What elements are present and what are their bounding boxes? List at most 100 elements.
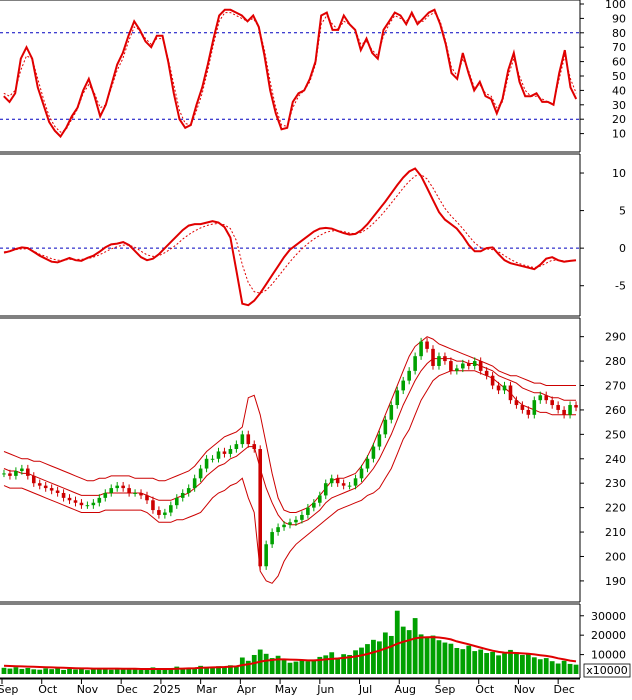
candle-body: [359, 468, 364, 479]
volume-bar: [454, 647, 460, 674]
candle-body: [20, 468, 24, 471]
volume-bar: [204, 667, 209, 674]
pane-0-tick-label: 40: [612, 84, 626, 97]
volume-bar: [263, 653, 269, 674]
volume-bar: [228, 665, 233, 674]
candle-body: [288, 522, 292, 525]
volume-bar: [132, 669, 138, 674]
volume-bar: [61, 669, 66, 674]
candle-body: [258, 449, 262, 567]
candle-body: [365, 458, 370, 469]
volume-bar: [382, 632, 388, 674]
volume-bar: [359, 647, 364, 674]
x-axis-month-label: May: [275, 683, 298, 696]
volume-bar: [412, 618, 418, 674]
candle-body: [294, 519, 298, 523]
volume-bar: [126, 668, 132, 674]
candle-body: [186, 488, 191, 493]
volume-bar: [323, 655, 329, 674]
momentum-main-line: [3, 167, 577, 307]
candle-body: [198, 468, 203, 479]
volume-bar: [144, 669, 150, 674]
volume-bar: [525, 653, 531, 674]
candle-body: [407, 370, 411, 381]
candle-body: [127, 488, 131, 493]
pane-1-tick-label: 5: [619, 205, 626, 218]
pane-0-tick-label: 50: [612, 70, 626, 83]
volume-bar: [299, 660, 305, 674]
volume-bar: [329, 652, 335, 674]
x-axis: Sep Oct Nov Dec 2025 Mar Apr May Jun Jul Aug Sep Oct…: [0, 678, 580, 696]
candle-body: [14, 470, 18, 476]
volume-bar: [478, 649, 484, 674]
candle-body: [121, 485, 125, 489]
volume-bar: [55, 667, 60, 674]
candle-body: [61, 492, 66, 498]
volume-bar: [108, 669, 114, 674]
candle-body: [353, 478, 358, 486]
volume-bar: [210, 667, 215, 674]
volume-bar: [347, 654, 352, 674]
volume-bar: [216, 666, 221, 674]
pane-2-tick-label: 260: [605, 404, 626, 417]
candle-body: [204, 458, 209, 469]
pane-1-tick-label: 0: [619, 242, 626, 255]
candle-body: [574, 405, 578, 408]
candle-body: [443, 356, 447, 362]
volume-bar: [37, 669, 43, 674]
candle-body: [347, 485, 352, 487]
volume-bar: [388, 635, 394, 674]
candle-body: [276, 527, 280, 533]
candle-body: [103, 492, 108, 498]
pane-0-tick-label: 20: [612, 113, 626, 126]
candle-body: [472, 361, 477, 366]
candle-body: [270, 532, 274, 545]
candle-body: [145, 495, 149, 501]
candle-body: [526, 409, 531, 415]
candle-body: [85, 505, 90, 507]
volume-bar: [537, 659, 543, 674]
candle-body: [341, 483, 346, 486]
candle-body: [240, 434, 245, 445]
volume-bar: [251, 654, 257, 674]
candle-body: [514, 400, 519, 406]
candle-body: [478, 361, 483, 371]
candle-body: [538, 395, 543, 401]
candle-body: [449, 361, 453, 371]
x-axis-month-label: Oct: [38, 683, 58, 696]
volume-bar: [436, 640, 442, 674]
volume-bar: [496, 655, 501, 674]
volume-bar: [311, 659, 317, 674]
x-axis-month-label: Sep: [435, 683, 456, 696]
volume-bar: [484, 653, 490, 674]
candle-body: [389, 405, 394, 420]
volume-bar: [365, 644, 370, 674]
candle-body: [371, 446, 376, 459]
candle-body: [55, 490, 60, 493]
candle-body: [216, 451, 221, 459]
volume-moving-average: [3, 636, 577, 670]
x-axis-month-label: Aug: [395, 683, 416, 696]
candle-body: [383, 419, 388, 435]
pane-3-tick-label: 20000: [591, 629, 626, 642]
pane-0-tick-label: 70: [612, 41, 626, 54]
x-axis-month-label: Oct: [475, 683, 495, 696]
candle-body: [401, 380, 406, 391]
candle-body: [67, 497, 72, 501]
volume-bar: [520, 654, 525, 674]
pane-1-tick-label: 10: [612, 167, 626, 180]
candle-body: [461, 363, 465, 369]
candle-body: [234, 444, 239, 450]
candle-body: [264, 544, 268, 567]
pane-0-tick-label: 10: [612, 128, 626, 141]
pane-2-tick-label: 230: [605, 477, 626, 490]
candle-body: [169, 505, 173, 513]
volume-bar: [353, 650, 358, 674]
candle-body: [91, 502, 96, 506]
candle-body: [26, 468, 30, 476]
candle-body: [520, 405, 525, 410]
volume-bar: [430, 635, 436, 674]
volume-bar: [198, 665, 204, 674]
